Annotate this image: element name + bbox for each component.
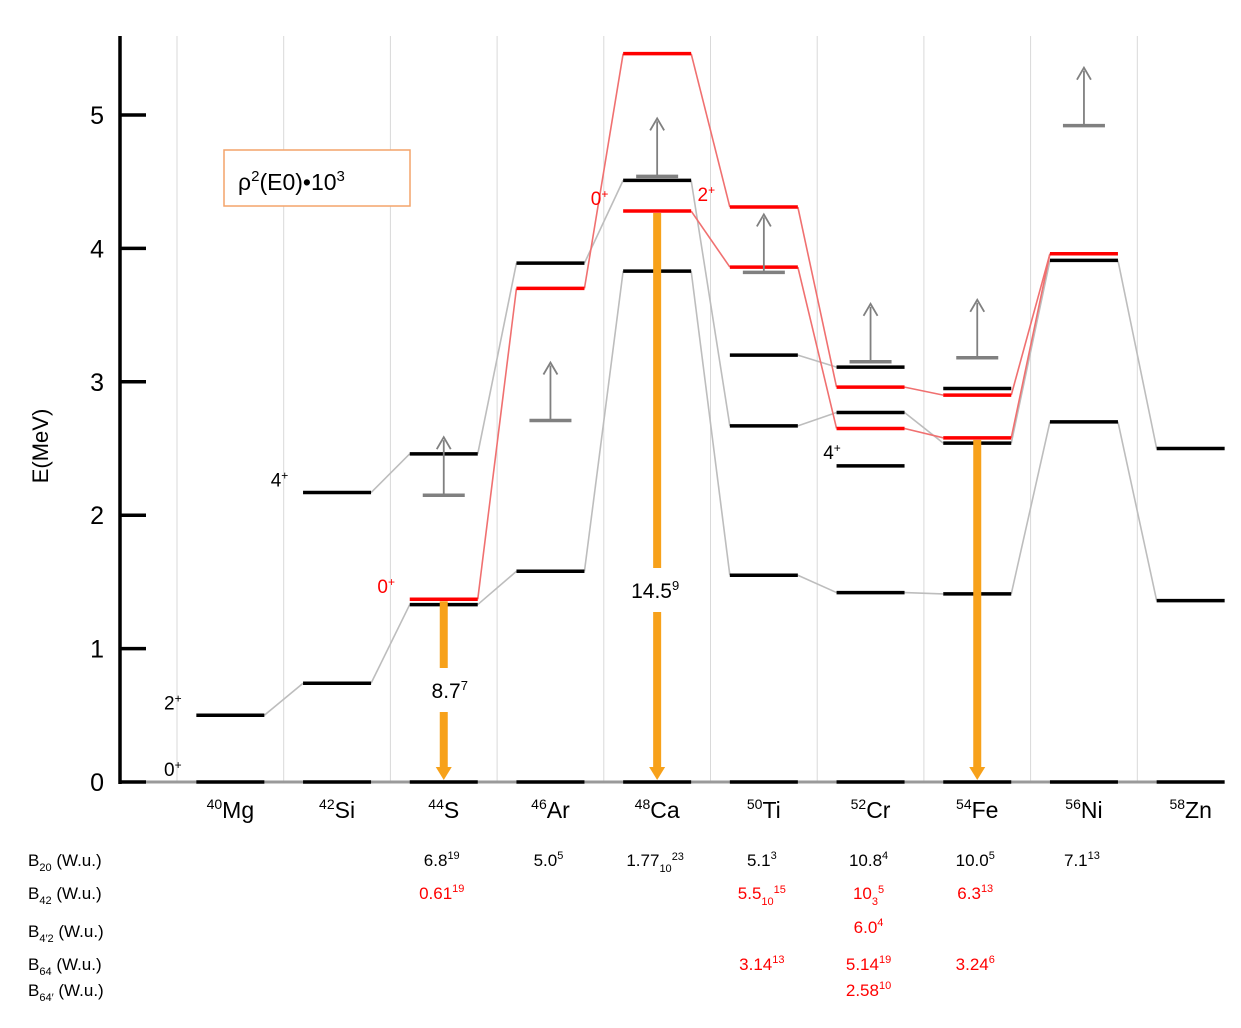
- legend-text: ρ2(E0)•103: [238, 168, 345, 195]
- spin-label: 0+: [164, 758, 182, 781]
- y-tick-label: 3: [90, 369, 104, 397]
- table-cell: 10.84: [849, 850, 888, 870]
- connector-gray: [1010, 421, 1051, 595]
- nucleus-label: 42Si: [319, 796, 355, 823]
- table-row-label: B64′ (W.u.): [28, 981, 104, 1004]
- nucleus-label: 48Ca: [635, 796, 680, 823]
- nucleus-label: 44S: [428, 796, 459, 823]
- table-cell: 10.05: [956, 850, 995, 870]
- labels: 40Mg 42Si 44S 46Ar 48Ca 50Ti 52Cr 54Fe 56Ni 58Zn 0…: [28, 183, 1212, 1004]
- table-cell: 0.6119: [419, 883, 464, 903]
- table-row-label: B4′2 (W.u.): [28, 922, 104, 945]
- table-cell: 5.13: [747, 850, 777, 870]
- connector-gray: [904, 591, 944, 595]
- y-tick-label: 4: [90, 235, 104, 263]
- connector-gray: [690, 270, 731, 576]
- transition-arrow-head: [649, 767, 666, 780]
- y-tick-label: 2: [90, 502, 104, 530]
- transition-arrow-head: [435, 767, 452, 780]
- upper-limits: [422, 65, 1105, 497]
- table-cell: 7.113: [1064, 850, 1100, 870]
- connector-gray: [263, 682, 304, 716]
- transition-label-bg: [620, 568, 703, 612]
- transition-value: 14.59: [631, 578, 679, 603]
- connector-gray: [476, 262, 518, 454]
- table-cell: 6.313: [957, 883, 993, 903]
- legend: ρ2(E0)•103: [223, 149, 411, 207]
- spin-label: 0+: [591, 187, 609, 210]
- spin-label: 2+: [698, 183, 716, 206]
- table-cell: 5.05: [534, 850, 564, 870]
- connector-gray: [477, 570, 517, 606]
- nucleus-label: 50Ti: [747, 796, 781, 823]
- connector-gray: [1117, 260, 1158, 449]
- y-axis: 0 1 2 3 4 5: [90, 36, 146, 797]
- nucleus-label: 54Fe: [956, 796, 998, 823]
- nucleus-label: 56Ni: [1065, 796, 1102, 823]
- connector-gray: [370, 453, 411, 494]
- connector-red: [1010, 253, 1051, 396]
- e0-transitions: 8.77 14.59: [418, 213, 986, 780]
- limit-arrow-head: [969, 298, 986, 313]
- connector-red: [797, 266, 838, 429]
- y-axis-title: E(MeV): [28, 409, 53, 484]
- table-cell: 2.5810: [846, 980, 891, 1000]
- transition-value: 8.77: [432, 678, 468, 703]
- spin-label: 4+: [823, 441, 841, 464]
- legend-box: [223, 149, 411, 207]
- connector-gray: [1117, 421, 1158, 601]
- connector-red: [904, 427, 944, 439]
- table-cell: 6.04: [854, 917, 884, 937]
- spin-label: 0+: [377, 575, 395, 598]
- connector-red: [476, 288, 518, 600]
- connector-red: [1010, 253, 1051, 438]
- column-grid: [120, 36, 1205, 784]
- limit-arrow-head: [1076, 65, 1092, 81]
- connector-red: [583, 53, 624, 289]
- limit-arrow-head: [542, 360, 559, 375]
- y-tick-label: 0: [90, 769, 104, 797]
- level-connectors: [263, 53, 1158, 716]
- connector-gray: [797, 411, 837, 427]
- connector-gray: [583, 270, 624, 572]
- connector-gray: [370, 604, 411, 684]
- connector-red: [690, 53, 731, 208]
- table-cell: 6.819: [424, 850, 460, 870]
- limit-arrow-head: [435, 435, 452, 450]
- table-cell: 3.246: [956, 954, 995, 974]
- table-cell: 1.771023: [626, 851, 684, 875]
- table-cell: 5.1419: [846, 954, 891, 974]
- y-tick-label: 5: [90, 102, 104, 130]
- connector-red: [797, 206, 838, 388]
- table-row-label: B42 (W.u.): [28, 884, 102, 907]
- limit-arrow-head: [649, 116, 665, 131]
- connector-gray: [797, 354, 837, 368]
- table-row-label: B64 (W.u.): [28, 955, 102, 978]
- nucleus-label: 52Cr: [851, 796, 891, 823]
- transition-arrow-head: [969, 767, 986, 780]
- table-cell: 5.51015: [738, 884, 786, 908]
- spin-label: 2+: [164, 691, 182, 714]
- spin-label: 4+: [271, 469, 289, 492]
- table-cell: 3.1413: [739, 954, 784, 974]
- limit-arrow-head: [862, 302, 879, 317]
- nucleus-label: 40Mg: [207, 796, 255, 823]
- nucleus-label: 46Ar: [531, 796, 570, 823]
- limit-arrow-head: [756, 212, 772, 227]
- nucleus-label: 58Zn: [1169, 796, 1211, 823]
- transition-label-bg: [418, 668, 481, 712]
- connector-red: [904, 386, 944, 396]
- connector-gray: [1010, 260, 1051, 444]
- connector-gray: [797, 574, 837, 594]
- table-row-label: B20 (W.u.): [28, 851, 102, 874]
- connector-gray: [904, 411, 944, 444]
- y-tick-label: 1: [90, 636, 104, 664]
- table-cell: 1035: [853, 884, 884, 908]
- connector-red: [690, 210, 731, 268]
